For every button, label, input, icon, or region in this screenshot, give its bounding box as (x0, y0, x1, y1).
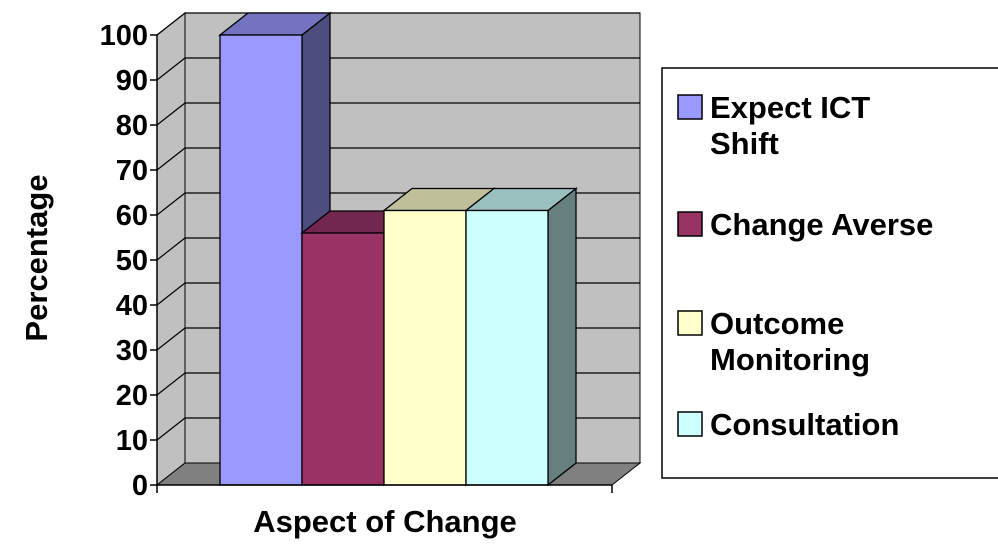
y-tick-label: 40 (116, 290, 148, 322)
bars (218, 11, 578, 487)
bar-front (383, 209, 467, 486)
x-axis-title: Aspect of Change (253, 504, 517, 539)
legend-label: Outcome (710, 306, 844, 341)
legend-label: Expect ICT (710, 90, 870, 125)
legend-box (661, 67, 998, 479)
legend-swatch (677, 94, 703, 120)
y-axis-title: Percentage (19, 174, 54, 341)
gridline (156, 57, 640, 81)
legend-item: Change Averse (677, 207, 933, 242)
y-tick-label: 0 (132, 470, 148, 502)
legend-swatch (677, 310, 703, 336)
y-tick-label: 80 (116, 110, 148, 142)
y-tick-labels: 0 10 20 30 40 50 60 70 80 90 100 (100, 20, 148, 502)
y-tick-label: 60 (116, 200, 148, 232)
bar-front (219, 34, 303, 486)
gridline (156, 102, 640, 126)
y-tick-label: 50 (116, 245, 148, 277)
y-tick-label: 30 (116, 335, 148, 367)
bar-front (301, 232, 385, 486)
legend-swatch (677, 411, 703, 437)
gridline (156, 12, 640, 36)
legend-swatch (677, 211, 703, 237)
y-tick-label: 70 (116, 155, 148, 187)
bar-side (547, 187, 577, 487)
legend-label: Change Averse (710, 207, 933, 242)
y-tick-label: 10 (116, 425, 148, 457)
y-tick-label: 20 (116, 380, 148, 412)
legend-item: Consultation (677, 407, 899, 442)
y-tick-label: 90 (116, 65, 148, 97)
legend-label: Consultation (710, 407, 899, 442)
bar-front (465, 209, 549, 486)
y-tick-label: 100 (100, 20, 148, 52)
bar (464, 187, 578, 487)
legend-label: Monitoring (710, 342, 870, 377)
axes (150, 34, 613, 493)
legend-label: Shift (710, 126, 779, 161)
gridline (156, 147, 640, 171)
